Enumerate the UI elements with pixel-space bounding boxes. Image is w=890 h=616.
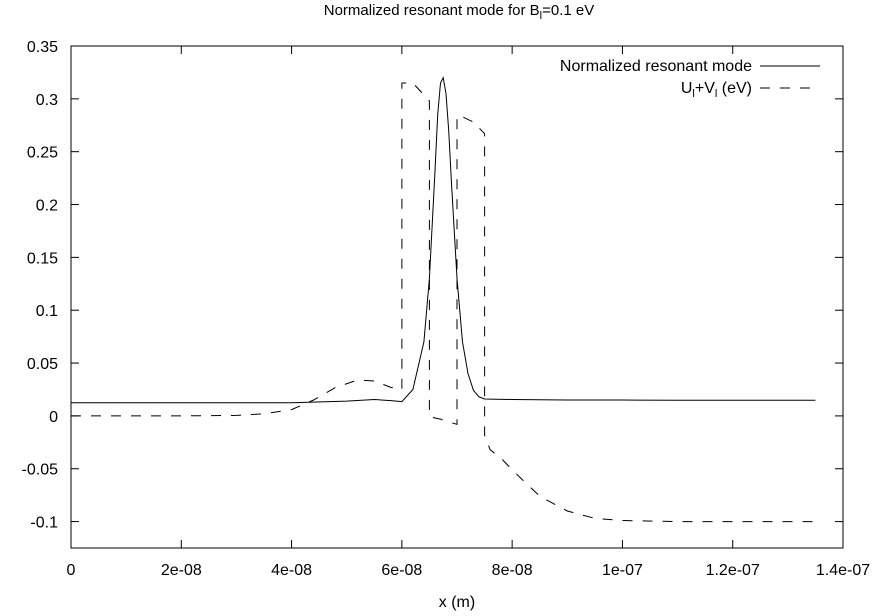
legend-label-resonant-mode: Normalized resonant mode bbox=[560, 58, 752, 75]
y-tick-label: -0.05 bbox=[22, 462, 59, 479]
series-line-potential bbox=[71, 82, 816, 523]
series-layer bbox=[71, 76, 816, 523]
y-tick-label: 0 bbox=[49, 409, 58, 426]
y-tick-label: 0.3 bbox=[36, 92, 58, 109]
x-tick-label: 0 bbox=[67, 562, 76, 579]
y-tick-label: 0.25 bbox=[27, 145, 58, 162]
y-tick-label: 0.35 bbox=[27, 39, 58, 56]
x-tick-labels: 0 2e-08 4e-08 6e-08 8e-08 1e-07 1.2e-07 1.4e-07 bbox=[67, 562, 871, 579]
x-tick-label: 2e-08 bbox=[161, 562, 202, 579]
y-tick-label: -0.1 bbox=[30, 515, 58, 532]
legend-label-potential: Ul+Vl (eV) bbox=[681, 80, 752, 100]
plot-frame bbox=[70, 45, 844, 549]
axis-ticks bbox=[70, 45, 844, 548]
chart-title: Normalized resonant mode for Bl=0.1 eV bbox=[324, 2, 595, 22]
y-tick-label: 0.1 bbox=[36, 303, 58, 320]
y-tick-label: 0.05 bbox=[27, 356, 58, 373]
y-tick-label: 0.15 bbox=[27, 250, 58, 267]
legend: Normalized resonant mode Ul+Vl (eV) bbox=[560, 58, 820, 100]
x-tick-label: 6e-08 bbox=[381, 562, 422, 579]
x-axis-label: x (m) bbox=[439, 594, 475, 611]
x-tick-label: 1e-07 bbox=[602, 562, 643, 579]
x-tick-label: 1.2e-07 bbox=[706, 562, 760, 579]
y-tick-label: 0.2 bbox=[36, 198, 58, 215]
series-line-resonant-mode bbox=[71, 76, 816, 404]
y-tick-labels: 0.35 0.3 0.25 0.2 0.15 0.1 0.05 0 -0.05 -0.1 bbox=[22, 39, 59, 532]
x-tick-label: 1.4e-07 bbox=[816, 562, 870, 579]
x-tick-label: 8e-08 bbox=[492, 562, 533, 579]
x-tick-label: 4e-08 bbox=[271, 562, 312, 579]
